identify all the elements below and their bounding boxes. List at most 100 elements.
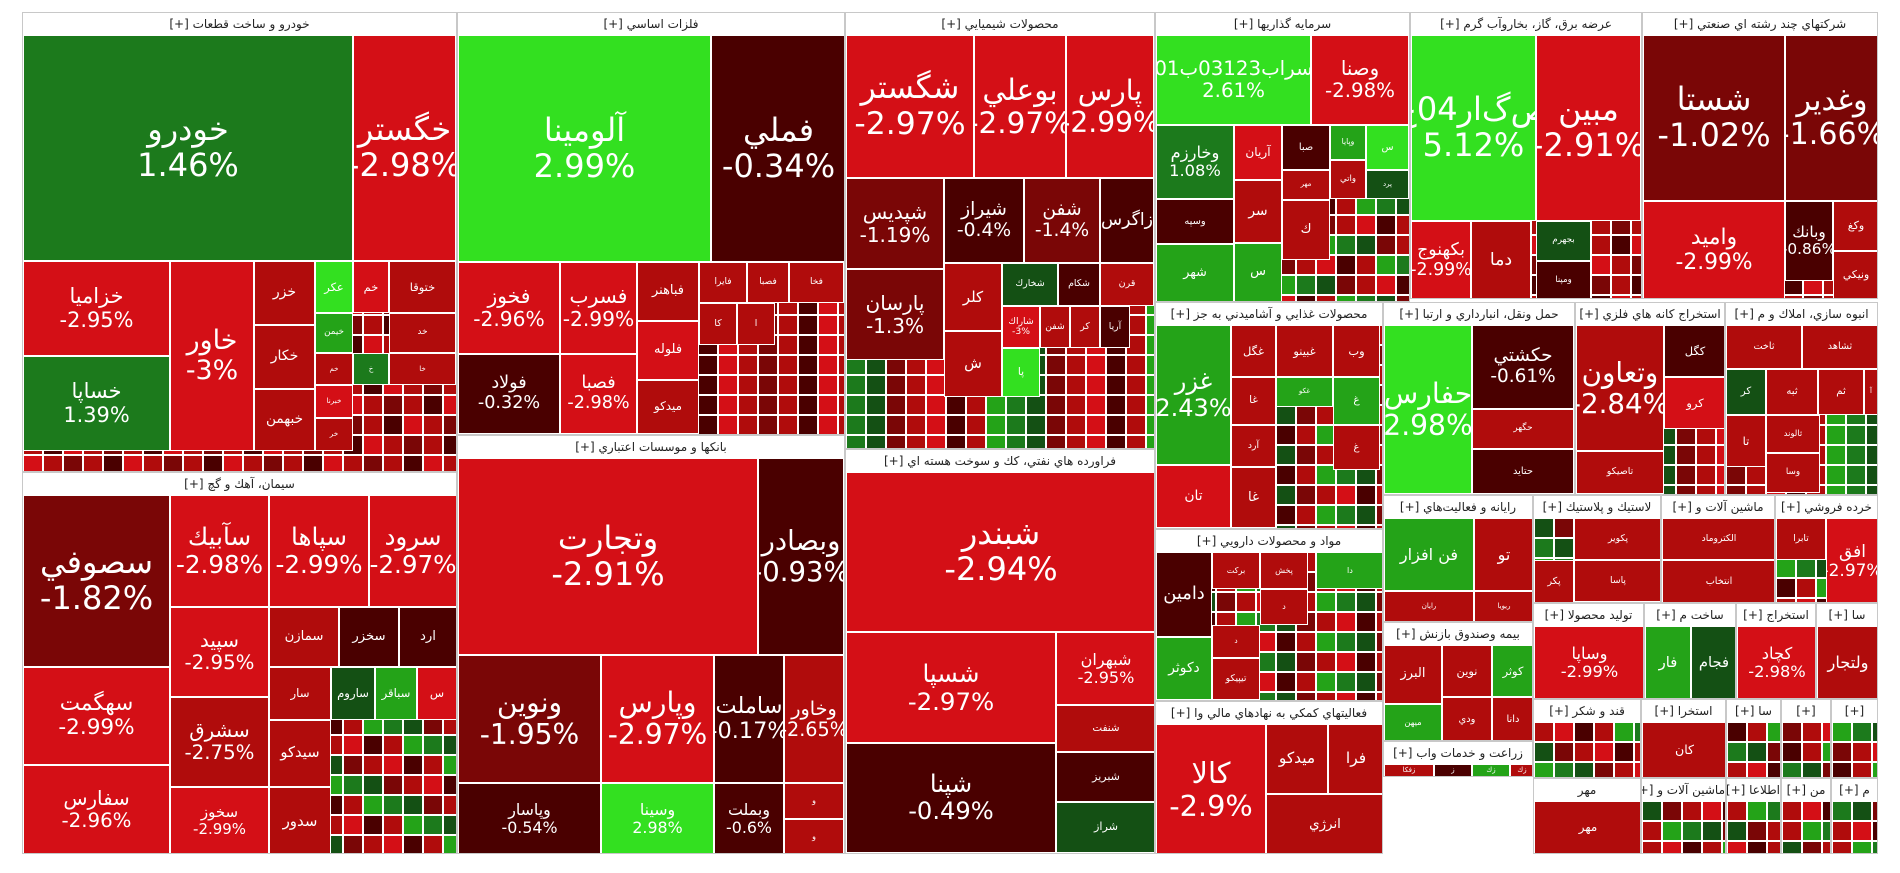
minor-stock-tile[interactable] [1336,255,1356,275]
minor-stock-tile[interactable] [1702,801,1722,821]
minor-stock-tile[interactable] [906,415,926,435]
minor-stock-tile[interactable] [1591,275,1611,295]
minor-stock-tile[interactable] [866,415,886,435]
minor-stock-tile[interactable] [1066,395,1086,415]
minor-stock-tile[interactable] [1782,762,1802,777]
minor-stock-tile[interactable] [1276,652,1296,672]
stock-tile[interactable]: سهگمت -2.99% [23,667,170,765]
minor-stock-tile[interactable] [1716,485,1724,494]
minor-stock-tile[interactable] [1631,255,1641,275]
minor-stock-tile[interactable] [1631,295,1641,298]
stock-tile[interactable]: كان [1642,722,1725,777]
minor-stock-tile[interactable] [1746,485,1766,494]
stock-tile[interactable]: ريويا [1474,591,1532,621]
minor-stock-tile[interactable] [403,415,423,435]
stock-tile[interactable]: خاور -3% [170,261,254,451]
minor-stock-tile[interactable] [1296,672,1316,692]
sector-title[interactable]: لاستيك و پلاستيك [+] [1534,496,1660,518]
stock-tile[interactable]: شاراك -3% [1002,306,1040,348]
sector[interactable]: قند و شكر [+] [1533,699,1641,778]
sector[interactable]: بانكها و موسسات اعتباري [+] وتجارت -2.91% و… [457,435,845,854]
minor-stock-tile[interactable] [1642,821,1662,841]
minor-stock-tile[interactable] [363,795,383,815]
minor-stock-tile[interactable] [1316,592,1336,612]
stock-tile[interactable]: انتخاب [1662,560,1774,602]
minor-stock-tile[interactable] [1296,405,1316,425]
stock-tile[interactable]: خم [315,353,353,385]
minor-stock-tile[interactable] [1356,215,1376,235]
minor-stock-tile[interactable] [1554,762,1574,777]
minor-stock-tile[interactable] [1554,722,1574,742]
minor-stock-tile[interactable] [1866,425,1877,445]
minor-stock-tile[interactable] [1574,722,1594,742]
minor-stock-tile[interactable] [1716,445,1724,465]
sector-title[interactable]: فعاليتهاي كمكي به نهادهاي مالي وا [+] [1156,702,1382,724]
stock-tile[interactable]: پرد [1366,170,1409,199]
minor-stock-tile[interactable] [946,395,966,415]
sector-title[interactable]: شركتهاي چند رشته اي صنعتي [+] [1643,13,1877,35]
minor-stock-tile[interactable] [1796,558,1816,578]
minor-stock-tile[interactable] [838,315,844,335]
sector-title[interactable]: حمل ونقل، انبارداري و ارتبا [+] [1384,303,1574,325]
minor-stock-tile[interactable] [1676,465,1696,485]
minor-stock-tile[interactable] [778,415,798,434]
minor-stock-tile[interactable] [1802,801,1822,821]
minor-stock-tile[interactable] [1826,465,1846,485]
minor-stock-tile[interactable] [1767,841,1780,853]
minor-stock-tile[interactable] [1376,672,1382,692]
minor-stock-tile[interactable] [123,455,143,471]
stock-tile[interactable]: ثشاهد [1802,325,1877,369]
minor-stock-tile[interactable] [1356,505,1376,525]
minor-stock-tile[interactable] [403,735,423,755]
minor-stock-tile[interactable] [1877,666,1878,686]
minor-stock-tile[interactable] [1376,632,1382,652]
stock-tile[interactable]: دامين [1156,552,1212,637]
stock-tile[interactable]: ثم [1818,369,1864,415]
stock-tile[interactable]: فملي -0.34% [711,35,844,262]
sector[interactable]: سرمايه گذاريها [+] سراب03123ب01 2.61% وصنا -… [1155,12,1410,302]
minor-stock-tile[interactable] [383,835,403,853]
sector-title[interactable]: ماشين آلات و [+] [1642,779,1725,801]
minor-stock-tile[interactable] [103,455,123,471]
stock-tile[interactable]: كر [1070,306,1100,348]
stock-tile[interactable]: شراز [1056,802,1154,853]
stock-tile[interactable]: ش [944,331,1002,397]
minor-stock-tile[interactable] [1852,841,1872,853]
minor-stock-tile[interactable] [1356,295,1376,301]
stock-tile[interactable]: خگستر -2.98% [353,35,456,261]
minor-stock-tile[interactable] [1822,821,1830,841]
minor-stock-tile[interactable] [1594,722,1614,742]
minor-stock-tile[interactable] [1356,652,1376,672]
minor-stock-tile[interactable] [1877,646,1878,666]
minor-stock-tile[interactable] [818,355,838,375]
minor-stock-tile[interactable] [383,395,403,415]
minor-stock-tile[interactable] [1336,215,1356,235]
minor-stock-tile[interactable] [43,455,63,471]
sector[interactable]: فراورده هاي نفتي، كك و سوخت هسته اي [+] ش… [845,449,1155,854]
minor-stock-tile[interactable] [343,735,363,755]
stock-tile[interactable]: مهر [1282,170,1330,200]
minor-stock-tile[interactable] [1767,801,1780,821]
stock-tile[interactable]: تابرا [1776,518,1826,560]
stock-tile[interactable]: دما [1471,221,1531,298]
minor-stock-tile[interactable] [1356,275,1376,295]
minor-stock-tile[interactable] [403,775,423,795]
sector[interactable]: توليد محصولا [+] وساپا -2.99% [1533,603,1644,699]
minor-stock-tile[interactable] [343,455,363,471]
stock-tile[interactable]: شيراز -0.4% [944,178,1024,263]
stock-tile[interactable]: خد [389,313,456,353]
minor-stock-tile[interactable] [363,435,383,455]
minor-stock-tile[interactable] [966,395,986,415]
stock-tile[interactable]: فسرب -2.99% [560,262,637,354]
stock-tile[interactable]: شسپا -2.97% [846,632,1056,743]
minor-stock-tile[interactable] [1727,762,1747,777]
stock-tile[interactable]: سپيد -2.95% [170,607,269,697]
minor-stock-tile[interactable] [443,835,456,853]
sector[interactable]: من [+] [1781,778,1831,854]
sector-title[interactable]: فراورده هاي نفتي، كك و سوخت هسته اي [+] [846,450,1154,472]
minor-stock-tile[interactable] [1642,841,1662,853]
stock-tile[interactable]: وپاسار -0.54% [458,783,601,853]
stock-tile[interactable]: وخارزم 1.08% [1156,125,1234,199]
minor-stock-tile[interactable] [1832,722,1852,742]
minor-stock-tile[interactable] [1702,841,1722,853]
